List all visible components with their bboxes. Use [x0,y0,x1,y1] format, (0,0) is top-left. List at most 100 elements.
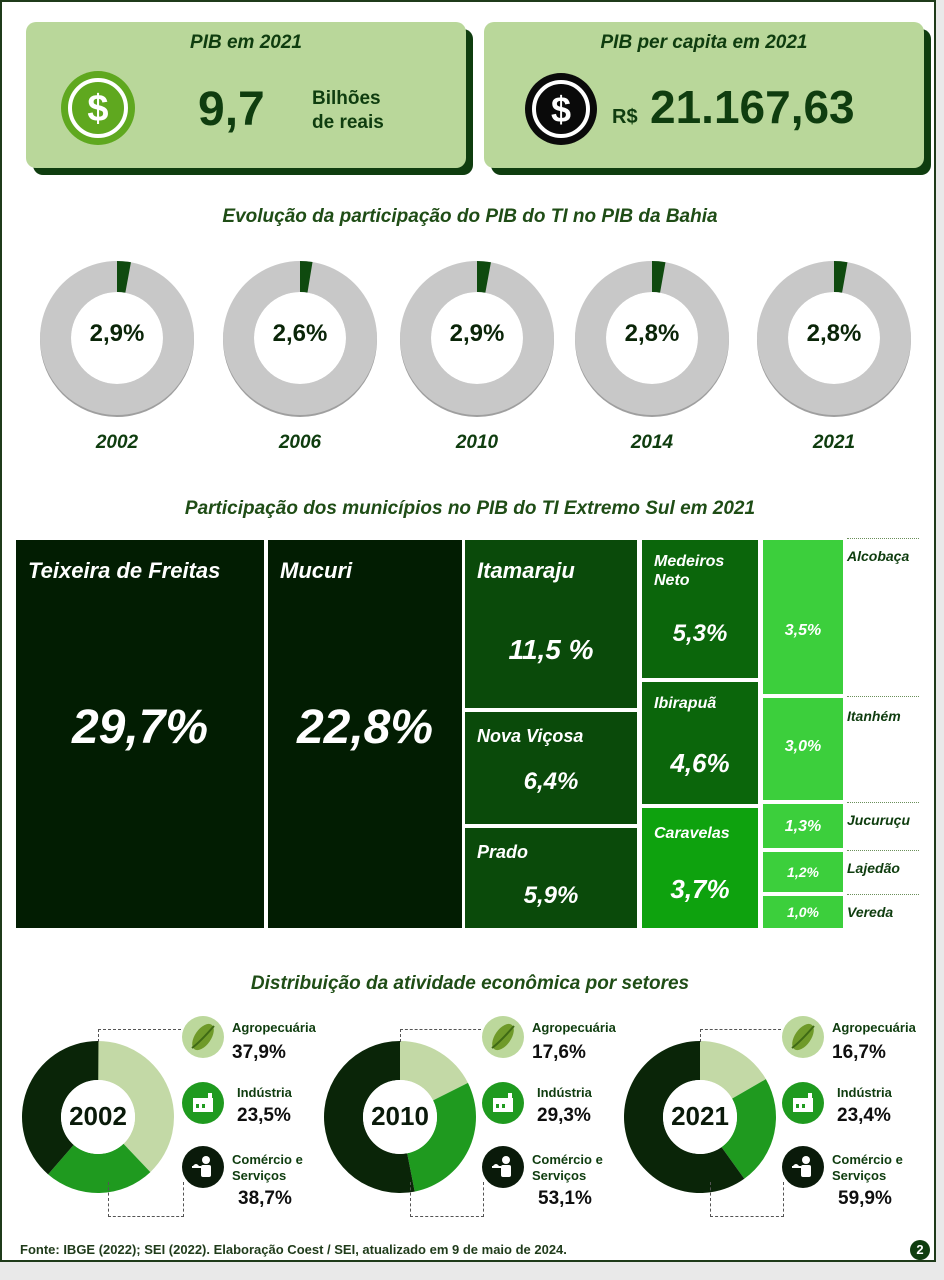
treemap-cell-value: 29,7% [71,701,209,754]
donut-share-slice [117,261,131,293]
sector-donut-svg [21,1041,175,1193]
treemap-cell-name: Mucuri [280,558,353,583]
corn-icon [182,1016,224,1058]
per-capita-card: PIB per capita em 2021 $ R$ 21.167,63 [484,22,924,168]
donut-year-label: 2014 [630,432,674,453]
donut-remainder-slice [40,261,195,415]
commerce-label-line1: Comércio e [832,1152,903,1167]
treemap-cell-name: Ibirapuã [654,695,717,712]
agro-label: Agropecuária [532,1020,616,1035]
treemap-cell-value: 6,4% [523,768,579,795]
gdp-unit-line1: Bilhões [312,88,381,109]
donut-year-label: 2021 [812,432,856,453]
donut-year-label: 2002 [95,432,139,453]
factory-icon [182,1082,224,1124]
connector-line [700,1029,781,1042]
agro-slice [400,1041,468,1101]
sector-donut [20,1039,176,1195]
dollar-icon: $ [61,71,135,145]
donut-year-label: 2006 [278,432,322,453]
commerce-label-line2: Serviços [532,1168,587,1183]
infographic-page: PIB em 2021 $ 9,7 Bilhões de reais PIB p… [0,0,936,1262]
evolution-title: Evolução da participação do PIB do TI no… [222,206,718,227]
sector-year-label: 2010 [371,1101,429,1131]
commerce-slice [21,1041,99,1175]
connector-line [98,1029,181,1042]
treemap-cell: Teixeira de Freitas 29,7% [16,540,264,928]
treemap-title: Participação dos municípios no PIB do TI… [184,498,756,519]
evolution-donut-svg [757,261,911,417]
gdp-card-title: PIB em 2021 [190,32,302,53]
agro-value: 16,7% [832,1042,886,1063]
donut-share-slice [300,261,313,293]
industry-label: Indústria [837,1085,892,1100]
treemap-cell-name: Prado [477,842,529,862]
treemap-cell: Nova Viçosa 6,4% [465,712,637,824]
treemap-cell-value: 3,7% [670,874,730,904]
treemap-cell-name: Nova Viçosa [477,726,584,746]
treemap-cell-value: 22,8% [296,701,434,754]
agro-slice [700,1041,766,1099]
treemap-outside-label: Vereda [847,904,894,920]
treemap-cell-name: Caravelas [654,825,730,842]
donut-value-label: 2,9% [449,320,505,347]
treemap-outside-label: Itanhém [847,708,901,724]
treemap-cell: 1,2% [763,852,843,892]
treemap-cell: 3,5% [763,540,843,694]
per-capita-card-title: PIB per capita em 2021 [600,32,808,53]
treemap-cell-name: Medeiros Neto [654,553,725,590]
treemap-outside-label: Lajedão [847,860,900,876]
treemap-cell: 1,3% [763,804,843,848]
gdp-unit-line2: de reais [312,112,384,133]
treemap-cell-value: 5,3% [672,620,728,647]
donut-remainder-slice [400,261,554,415]
gdp-card: PIB em 2021 $ 9,7 Bilhões de reais [26,22,466,168]
industry-value: 29,3% [537,1105,591,1126]
donut-value-label: 2,6% [272,320,328,347]
per-capita-currency: R$ [612,106,638,128]
industry-label: Indústria [237,1085,292,1100]
corn-icon [482,1016,524,1058]
agro-label: Agropecuária [232,1020,316,1035]
connector-line [400,1029,481,1042]
waiter-icon [482,1146,524,1188]
treemap-cell: Caravelas 3,7% [642,808,758,928]
treemap-cell-value: 4,6% [670,748,730,778]
agro-value: 17,6% [532,1042,586,1063]
factory-icon [782,1082,824,1124]
evolution-donut [396,257,558,421]
donut-value-label: 2,8% [806,320,862,347]
treemap-cell: 1,0% [763,896,843,928]
industry-value: 23,5% [237,1105,291,1126]
donut-remainder-slice [757,261,911,415]
sector-donut [322,1039,478,1195]
sectors-title: Distribuição da atividade econômica por … [250,973,690,994]
industry-slice [721,1079,776,1179]
treemap-label-divider [847,894,919,895]
treemap-cell: 3,0% [763,698,843,800]
evolution-donut-svg [40,261,195,417]
sector-year-label: 2002 [69,1101,127,1131]
donut-share-slice [652,261,666,293]
waiter-icon [782,1146,824,1188]
svg-text:$: $ [551,89,571,130]
source-note: Fonte: IBGE (2022); SEI (2022). Elaboraç… [20,1242,567,1257]
treemap-cell-value: 3,0% [784,738,822,755]
treemap-label-divider [847,696,919,697]
evolution-donut-svg [575,261,729,417]
factory-icon [482,1082,524,1124]
treemap-cell-value: 1,2% [787,864,819,880]
evolution-donut [36,257,198,421]
treemap-cell-name: Teixeira de Freitas [28,558,221,583]
commerce-value: 38,7% [238,1188,292,1209]
evolution-donut-svg [223,261,377,417]
donut-remainder-slice [575,261,729,415]
commerce-slice [624,1041,745,1193]
treemap-cell: Ibirapuã 4,6% [642,682,758,804]
sector-year-label: 2021 [671,1101,729,1131]
commerce-label-line2: Serviços [232,1168,287,1183]
treemap-cell-value: 11,5 % [508,634,594,665]
agro-slice [98,1041,175,1173]
evolution-donut [753,257,915,421]
per-capita-value: 21.167,63 [650,81,855,133]
